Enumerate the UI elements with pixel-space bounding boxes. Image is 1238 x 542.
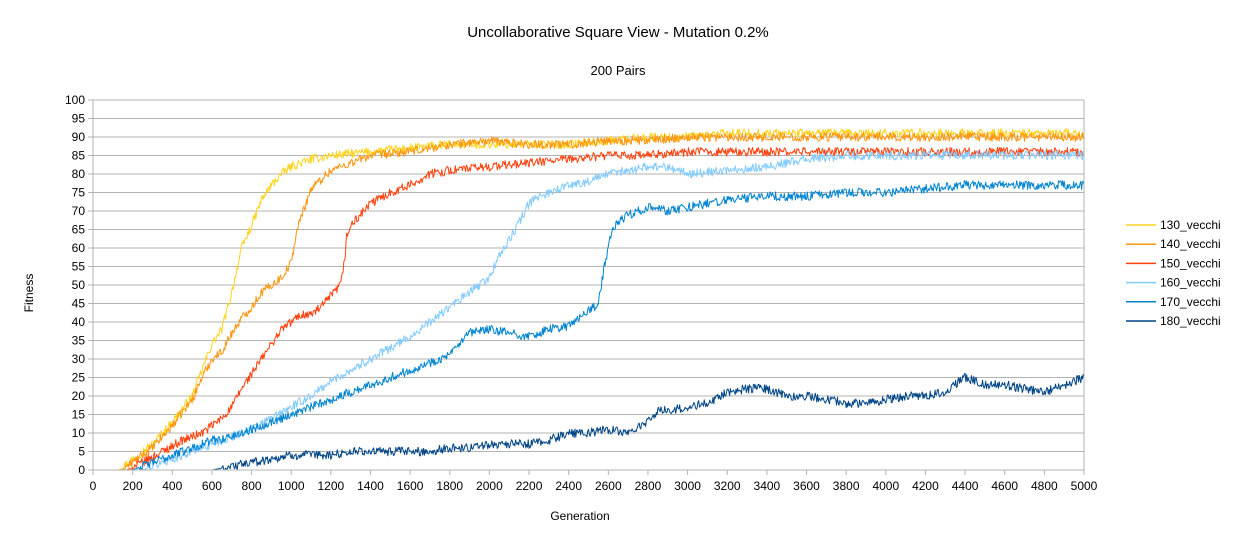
series-line-130_vecchi [118,128,1085,471]
y-tick-label: 0 [78,463,85,477]
x-tick-label: 3200 [714,479,741,493]
x-tick-label: 600 [202,479,222,493]
y-tick-label: 35 [72,334,86,348]
x-tick-label: 4200 [912,479,939,493]
x-tick-label: 800 [242,479,262,493]
y-tick-label: 80 [72,167,86,181]
x-tick-label: 1200 [317,479,344,493]
x-tick-label: 2600 [595,479,622,493]
x-tick-label: 5000 [1071,479,1098,493]
chart-title: Uncollaborative Square View - Mutation 0… [467,24,769,41]
y-tick-label: 90 [72,130,86,144]
x-tick-label: 2000 [476,479,503,493]
series-line-160_vecchi [142,150,1085,471]
x-tick-label: 1000 [278,479,305,493]
x-tick-label: 2200 [516,479,543,493]
legend-label: 140_vecchi [1160,237,1221,251]
y-tick-label: 75 [72,186,86,200]
y-tick-label: 10 [72,426,86,440]
y-tick-label: 40 [72,315,86,329]
x-tick-label: 400 [162,479,182,493]
y-tick-label: 100 [65,93,85,107]
chart-subtitle: 200 Pairs [591,63,646,78]
series-line-170_vecchi [132,180,1085,471]
series-lines [118,128,1085,471]
x-tick-label: 0 [90,479,97,493]
series-line-140_vecchi [120,132,1085,471]
x-tick-label: 4400 [952,479,979,493]
y-tick-label: 95 [72,112,86,126]
y-tick-label: 25 [72,371,86,385]
x-tick-label: 3800 [833,479,860,493]
legend: 130_vecchi 140_vecchi 150_vecchi 160_vecchi… [1126,218,1221,328]
plot-area-border [92,99,1085,471]
x-tick-label: 4600 [991,479,1018,493]
legend-label: 170_vecchi [1160,295,1221,309]
x-axis-label: Generation [550,509,609,523]
y-axis-label: Fitness [22,274,36,313]
legend-label: 130_vecchi [1160,218,1221,232]
series-line-180_vecchi [192,372,1085,471]
legend-label: 150_vecchi [1160,256,1221,270]
y-tick-label: 5 [78,445,85,459]
legend-label: 180_vecchi [1160,314,1221,328]
x-tick-label: 2400 [555,479,582,493]
x-tick-label: 2800 [635,479,662,493]
y-tick-label: 20 [72,389,86,403]
y-tick-label: 15 [72,408,86,422]
x-tick-label: 3600 [793,479,820,493]
y-tick-label: 70 [72,204,86,218]
x-tick-label: 3400 [754,479,781,493]
y-tick-label: 60 [72,241,86,255]
y-tick-label: 50 [72,278,86,292]
legend-label: 160_vecchi [1160,276,1221,290]
y-tick-label: 85 [72,149,86,163]
x-tick-label: 1800 [436,479,463,493]
x-tick-label: 4000 [872,479,899,493]
x-tick-label: 200 [123,479,143,493]
y-tick-label: 45 [72,297,86,311]
y-tick-label: 65 [72,223,86,237]
x-tick-label: 1600 [397,479,424,493]
y-tick-label: 55 [72,260,86,274]
y-tick-label: 30 [72,352,86,366]
series-line-150_vecchi [126,146,1085,471]
x-tick-label: 4800 [1031,479,1058,493]
x-tick-label: 3000 [674,479,701,493]
tick-labels: 0 5 10 15 20 25 30 35 40 45 50 55 60 65 70 75 80 85 90 95 10… [65,93,1098,493]
x-tick-label: 1400 [357,479,384,493]
